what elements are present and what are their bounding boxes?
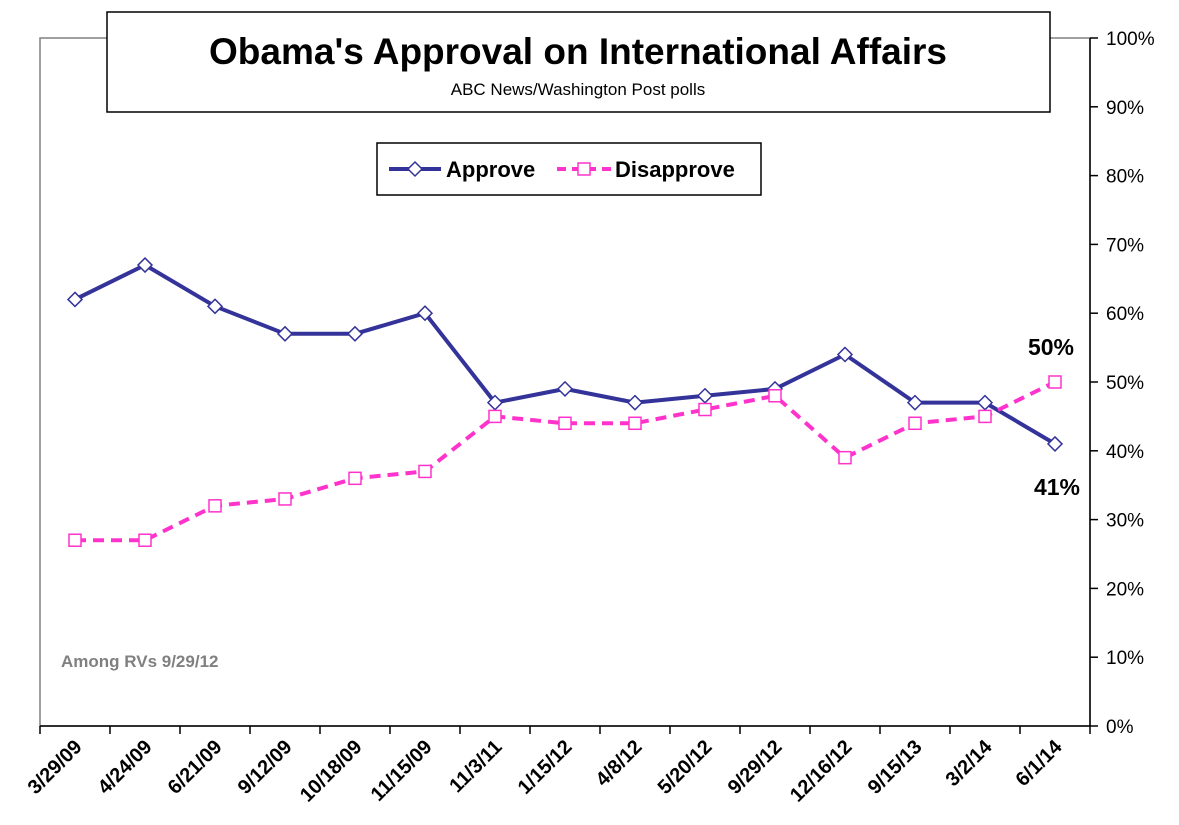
y-axis-ticks: 0% 10% 20% 30% 40% 50% 60% 70% 80% 90% 100% [1090, 29, 1155, 738]
y-tick-label: 10% [1106, 648, 1144, 669]
approve-point [486, 394, 504, 411]
y-tick-label: 80% [1106, 167, 1144, 188]
x-tick-label: 11/15/09 [367, 736, 437, 806]
x-tick-label: 6/21/09 [164, 736, 227, 799]
x-tick-label: 10/18/09 [296, 736, 367, 807]
disapprove-point [628, 416, 642, 431]
legend-disapprove-marker [577, 162, 591, 176]
x-axis-ticks: 3/29/09 4/24/09 6/21/09 9/12/09 10/18/09 11/1… [24, 726, 1091, 807]
disapprove-point [558, 416, 572, 431]
disapprove-point [488, 409, 502, 424]
y-tick-label: 20% [1106, 579, 1144, 600]
approve-point [346, 325, 364, 342]
x-tick-label: 9/12/09 [234, 736, 297, 799]
disapprove-point [698, 402, 712, 417]
approve-point [276, 325, 294, 342]
approve-point [1046, 435, 1064, 452]
y-tick-label: 90% [1106, 98, 1144, 119]
approve-point [66, 291, 84, 308]
approve-point [906, 394, 924, 411]
approve-point [136, 256, 154, 274]
x-tick-label: 6/1/14 [1012, 735, 1067, 790]
legend: Approve Disapprove [376, 142, 762, 196]
x-tick-label: 3/2/14 [942, 735, 997, 790]
approve-point [416, 305, 434, 322]
approve-point [626, 394, 644, 411]
x-tick-label: 4/24/09 [94, 736, 157, 799]
x-tick-label: 9/15/13 [864, 736, 927, 799]
x-tick-label: 5/20/12 [654, 736, 717, 799]
disapprove-point [278, 492, 292, 506]
disapprove-point [838, 450, 852, 465]
y-tick-label: 60% [1106, 304, 1144, 325]
disapprove-end-label: 50% [1028, 334, 1074, 360]
disapprove-point [348, 471, 362, 486]
approve-point [696, 387, 714, 404]
rv-note: Among RVs 9/29/12 [61, 652, 218, 671]
series-layer [66, 256, 1064, 547]
y-tick-label: 70% [1106, 235, 1144, 256]
approve-point [556, 380, 574, 397]
disapprove-point [908, 416, 922, 431]
x-tick-label: 11/3/11 [445, 736, 506, 797]
disapprove-point [768, 389, 782, 403]
y-tick-label: 40% [1106, 442, 1144, 463]
disapprove-point [68, 533, 82, 547]
series-line-disapprove [75, 380, 1056, 543]
disapprove-point [418, 464, 432, 479]
disapprove-point [978, 409, 992, 424]
disapprove-point [1048, 375, 1062, 389]
x-tick-label: 3/29/09 [24, 736, 87, 799]
disapprove-point [208, 499, 222, 513]
x-tick-label: 9/29/12 [724, 736, 787, 799]
title-box: Obama's Approval on International Affair… [106, 11, 1051, 113]
y-tick-label: 0% [1106, 717, 1134, 738]
chart-subtitle: ABC News/Washington Post polls [451, 80, 705, 99]
x-tick-label: 4/8/12 [592, 736, 647, 791]
chart-title: Obama's Approval on International Affair… [209, 31, 947, 72]
disapprove-point [138, 533, 152, 547]
y-tick-label: 30% [1106, 511, 1144, 532]
approve-point [836, 346, 854, 363]
legend-approve-marker [406, 160, 424, 178]
x-tick-label: 1/15/12 [514, 736, 577, 799]
approve-point [976, 394, 994, 411]
approve-point [206, 298, 224, 315]
legend-approve-label: Approve [446, 157, 535, 182]
y-tick-label: 50% [1106, 373, 1144, 394]
legend-disapprove-label: Disapprove [615, 157, 735, 182]
y-tick-label: 100% [1106, 29, 1155, 50]
approve-end-label: 41% [1034, 474, 1080, 500]
x-tick-label: 12/16/12 [786, 736, 857, 807]
